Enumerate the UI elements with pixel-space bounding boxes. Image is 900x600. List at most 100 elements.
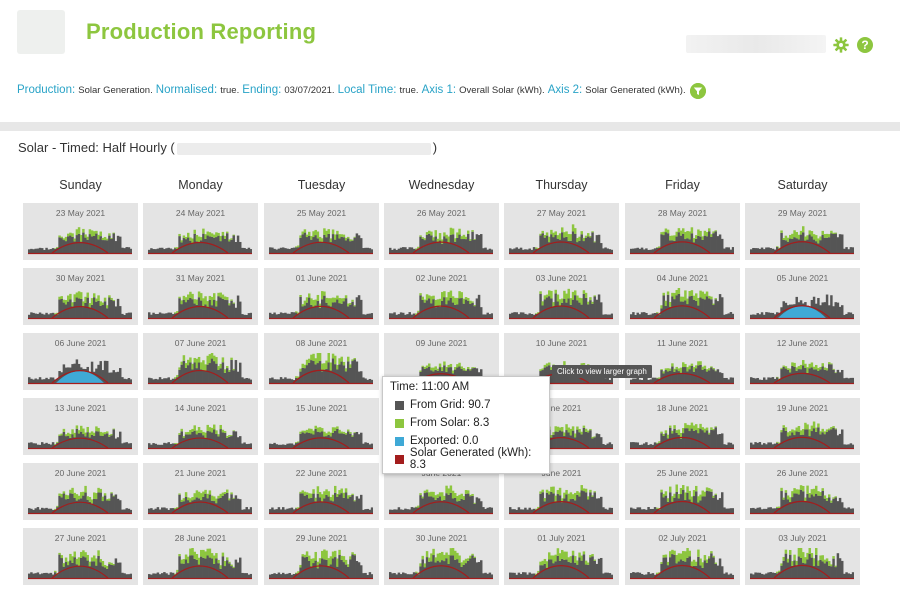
day-cell[interactable]: 26 May 2021 xyxy=(384,203,499,260)
solar-bar xyxy=(80,425,83,432)
user-account-box[interactable] xyxy=(686,35,826,53)
day-cell[interactable]: 26 June 2021 xyxy=(745,463,860,520)
grid-bar xyxy=(329,500,333,513)
solar-bar xyxy=(331,297,335,303)
day-cell[interactable]: 07 June 2021 xyxy=(143,333,258,390)
solar-bar xyxy=(451,548,455,556)
grid-bar xyxy=(705,430,709,448)
grid-bar xyxy=(148,443,151,448)
solar-bar xyxy=(108,233,111,236)
day-cell[interactable]: 22 June 2021 xyxy=(264,463,379,520)
grid-bar xyxy=(321,299,324,318)
grid-bar xyxy=(767,572,770,578)
day-cell[interactable]: 29 June 2021 xyxy=(264,528,379,585)
solar-generated-line xyxy=(412,241,470,254)
solar-bar xyxy=(473,556,476,558)
grid-bar xyxy=(578,496,581,513)
day-cell[interactable]: 25 May 2021 xyxy=(264,203,379,260)
solar-bar xyxy=(206,231,209,236)
grid-bar xyxy=(554,431,557,448)
grid-bar xyxy=(838,497,842,513)
day-cell[interactable]: 18 June 2021 xyxy=(625,398,740,455)
day-cell[interactable]: 28 June 2021 xyxy=(143,528,258,585)
grid-bar xyxy=(456,501,459,513)
solar-bar xyxy=(301,231,304,235)
day-cell[interactable]: 23 May 2021 xyxy=(23,203,138,260)
gear-icon[interactable] xyxy=(832,36,850,54)
solar-bar xyxy=(660,305,663,309)
solar-bar xyxy=(550,229,553,235)
solar-bar xyxy=(321,238,324,242)
grid-bar xyxy=(370,443,373,448)
grid-bar xyxy=(200,433,203,448)
grid-bar xyxy=(795,493,798,513)
day-cell[interactable]: 02 June 2021 xyxy=(384,268,499,325)
solar-bar xyxy=(697,496,700,503)
day-cell[interactable]: 27 June 2021 xyxy=(23,528,138,585)
day-cell[interactable]: 21 June 2021 xyxy=(143,463,258,520)
day-cell[interactable]: 27 May 2021 xyxy=(504,203,619,260)
grid-bar xyxy=(545,492,549,513)
day-cell[interactable]: 25 June 2021 xyxy=(625,463,740,520)
grid-bar xyxy=(110,372,113,383)
grid-bar xyxy=(695,565,698,578)
day-cell[interactable]: 24 May 2021 xyxy=(143,203,258,260)
day-cell[interactable]: 31 May 2021 xyxy=(143,268,258,325)
day-cell[interactable]: 30 June 2021 xyxy=(384,528,499,585)
solar-generated-line xyxy=(532,501,590,514)
solar-bar xyxy=(308,231,311,236)
solar-bar xyxy=(673,550,676,555)
day-cell[interactable]: 04 June 2021 xyxy=(625,268,740,325)
grid-bar xyxy=(84,237,87,253)
grid-bar xyxy=(419,295,422,318)
grid-bar xyxy=(269,574,272,578)
day-cell[interactable]: 20 June 2021 xyxy=(23,463,138,520)
solar-bar xyxy=(197,557,201,565)
solar-bar xyxy=(558,427,562,431)
solar-bar xyxy=(334,297,337,303)
solar-bar xyxy=(97,487,100,493)
grid-bar xyxy=(56,574,59,578)
day-cell[interactable]: 12 June 2021 xyxy=(745,333,860,390)
grid-bar xyxy=(184,367,188,383)
day-cell[interactable]: 14 June 2021 xyxy=(143,398,258,455)
day-cell[interactable]: 30 May 2021 xyxy=(23,268,138,325)
day-cell[interactable]: 01 July 2021 xyxy=(504,528,619,585)
day-cell[interactable]: 13 June 2021 xyxy=(23,398,138,455)
grid-bar xyxy=(712,233,715,253)
day-cell[interactable]: 06 June 2021 xyxy=(23,333,138,390)
day-cell[interactable]: 03 June 2021 xyxy=(504,268,619,325)
grid-bar xyxy=(36,507,40,513)
grid-bar xyxy=(393,509,396,513)
day-cell[interactable]: 19 June 2021 xyxy=(745,398,860,455)
grid-bar xyxy=(355,361,359,383)
day-cell[interactable]: 29 May 2021 xyxy=(745,203,860,260)
grid-bar xyxy=(810,431,814,448)
grid-bar xyxy=(412,507,416,513)
grid-bar xyxy=(804,429,807,448)
day-cell[interactable]: 08 June 2021 xyxy=(264,333,379,390)
day-cell[interactable]: 28 May 2021 xyxy=(625,203,740,260)
solar-bar xyxy=(699,423,702,429)
grid-bar xyxy=(721,297,724,318)
grid-bar xyxy=(391,313,394,318)
day-cell[interactable]: 03 July 2021 xyxy=(745,528,860,585)
day-cell[interactable]: 15 June 2021 xyxy=(264,398,379,455)
grid-bar xyxy=(447,494,450,513)
day-cell[interactable]: 01 June 2021 xyxy=(264,268,379,325)
solar-bar xyxy=(712,428,715,431)
grid-bar xyxy=(310,433,313,448)
day-cell[interactable]: 05 June 2021 xyxy=(745,268,860,325)
grid-bar xyxy=(150,574,153,578)
solar-bar xyxy=(571,426,575,431)
help-icon[interactable]: ? xyxy=(857,37,873,53)
solar-bar xyxy=(576,491,579,495)
filter-icon[interactable] xyxy=(690,83,706,99)
solar-bar xyxy=(64,494,68,500)
grid-bar xyxy=(595,433,599,448)
day-sparkline xyxy=(148,228,252,255)
day-cell[interactable]: 11 June 2021 xyxy=(625,333,740,390)
day-cell[interactable]: 02 July 2021 xyxy=(625,528,740,585)
solar-generated-line xyxy=(292,501,350,514)
grid-bar xyxy=(473,306,476,318)
